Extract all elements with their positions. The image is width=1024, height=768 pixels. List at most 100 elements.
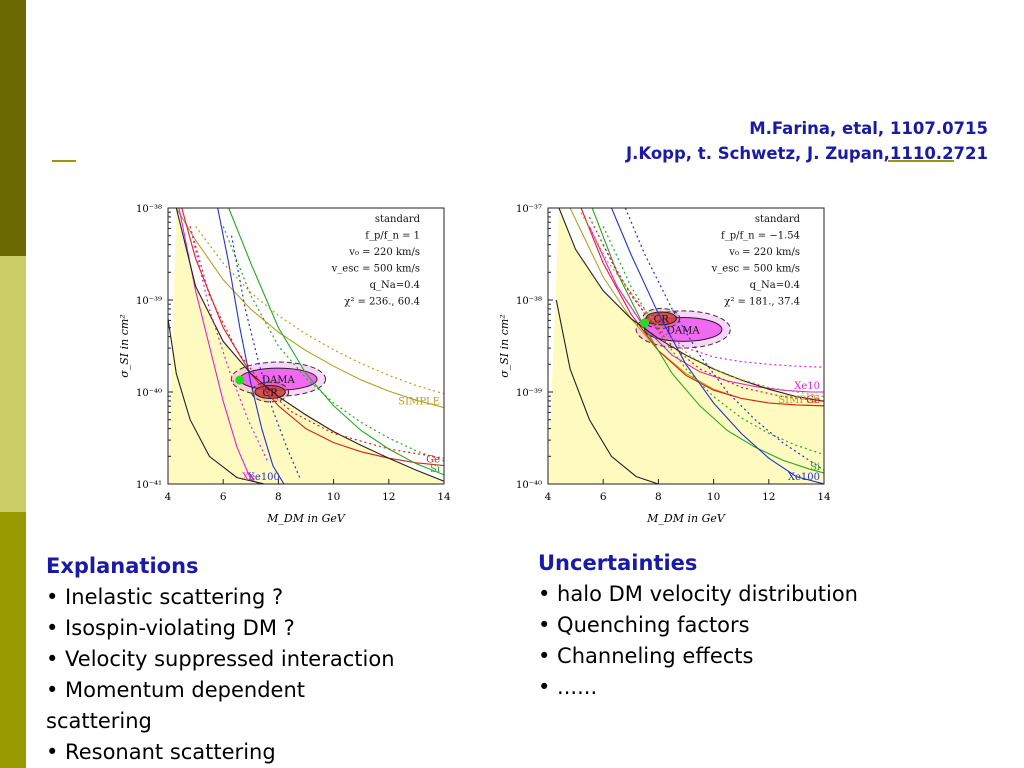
series-11-dashed-curve bbox=[580, 212, 824, 398]
plot-frame bbox=[167, 207, 445, 485]
curve-label-ge: Ge bbox=[426, 455, 440, 466]
title-decoration-right bbox=[888, 160, 954, 162]
reference-2: J.Kopp, t. Schwetz, J. Zupan,1110.2721 bbox=[625, 144, 988, 163]
series-6-curve bbox=[175, 208, 444, 482]
x-tick-label: 10 bbox=[327, 491, 340, 503]
x-tick-label: 12 bbox=[762, 491, 775, 503]
series-8-dashed-curve bbox=[222, 226, 444, 462]
si-curve bbox=[591, 208, 824, 474]
title-decoration-left bbox=[52, 160, 76, 162]
series-9-dashed-curve bbox=[624, 208, 824, 471]
x-tick-label: 6 bbox=[600, 491, 607, 503]
best-fit-point bbox=[235, 375, 245, 385]
x-axis-label: M_DM in GeV bbox=[266, 512, 346, 525]
series-8-dashed-curve bbox=[602, 226, 824, 456]
series-11-dashed-curve bbox=[189, 226, 268, 462]
annotation-line: standard bbox=[375, 214, 421, 225]
references: M.Farina, etal, 1107.0715 J.Kopp, t. Sch… bbox=[626, 116, 988, 166]
x-tick-label: 6 bbox=[220, 491, 227, 503]
curve-label-ge: Ge bbox=[806, 395, 820, 406]
explanation-item: • Momentum dependent bbox=[46, 678, 305, 702]
series-5-curve bbox=[555, 299, 659, 484]
uncertainty-item: • halo DM velocity distribution bbox=[538, 582, 858, 606]
series-9-dashed-curve bbox=[189, 226, 444, 459]
best-fit-point bbox=[640, 318, 650, 328]
xe-curve bbox=[178, 208, 260, 484]
xe10-curve bbox=[588, 226, 824, 393]
xe100-curve bbox=[217, 208, 285, 484]
explanations-block: Explanations • Inelastic scattering ? • … bbox=[46, 551, 516, 768]
explanation-item: • Velocity suppressed interaction bbox=[46, 647, 395, 671]
annotation-line: f_p/f_n = −1.54 bbox=[721, 231, 800, 242]
curve-label-xe100: Xe100 bbox=[248, 472, 280, 483]
plot-frame bbox=[547, 207, 825, 485]
x-tick-label: 4 bbox=[545, 491, 552, 503]
uncertainties-heading: Uncertainties bbox=[538, 551, 698, 575]
y-tick-label: 10⁻³⁹ bbox=[516, 388, 542, 399]
allowed-region-band bbox=[168, 208, 444, 484]
sidebar-stripe-dark bbox=[0, 0, 26, 256]
explanation-item: • Isospin-violating DM ? bbox=[46, 616, 295, 640]
exclusion-plot-svg: DAMA CR 4 6 8 10 12 14 10⁻⁴¹ 10⁻⁴⁰ 10⁻³⁹ 10⁻³⁸ M_DM … bbox=[118, 204, 451, 525]
exclusion-plot-isospin-violating: DAMA CR 4 6 8 10 12 14 10⁻⁴⁰ 10⁻³⁹ 10⁻³⁸ 10⁻³⁷ M_DM … bbox=[480, 196, 840, 536]
series-10-dashed-curve bbox=[588, 216, 824, 402]
si-curve bbox=[228, 208, 444, 476]
annotation-line: χ² = 236., 60.4 bbox=[344, 297, 420, 308]
y-tick-label: 10⁻⁴¹ bbox=[136, 480, 162, 491]
curve-label-simple: SIMPLE bbox=[398, 397, 440, 408]
dama-label: DAMA bbox=[262, 375, 295, 386]
x-tick-label: 4 bbox=[165, 491, 172, 503]
annotation-line: χ² = 181., 37.4 bbox=[724, 297, 800, 308]
uncertainty-item: • Channeling effects bbox=[538, 644, 754, 668]
curve-label-si: Si bbox=[810, 462, 820, 473]
x-tick-label: 10 bbox=[707, 491, 720, 503]
x-tick-label: 14 bbox=[437, 491, 451, 503]
dama-label: DAMA bbox=[667, 325, 700, 336]
annotation-line: v₀ = 220 km/s bbox=[728, 247, 800, 258]
sidebar-stripe-light bbox=[0, 256, 26, 512]
cr-label: CR bbox=[263, 388, 279, 399]
uncertainties-block: Uncertainties • halo DM velocity distrib… bbox=[538, 548, 988, 703]
exclusion-plot-isospin-conserving: DAMA CR 4 6 8 10 12 14 10⁻⁴¹ 10⁻⁴⁰ 10⁻³⁹ 10⁻³⁸ M_DM … bbox=[100, 196, 460, 536]
curve-label-xe10: Xe10 bbox=[794, 381, 820, 392]
explanation-item: • Resonant scattering bbox=[46, 740, 276, 764]
x-tick-label: 12 bbox=[382, 491, 395, 503]
sidebar-stripe-mid bbox=[0, 512, 26, 768]
y-axis-label: σ_SI in cm² bbox=[498, 314, 511, 378]
annotation-line: v_esc = 500 km/s bbox=[331, 264, 420, 275]
plot-content: DAMA CR bbox=[168, 208, 444, 484]
uncertainty-item: • ...... bbox=[538, 675, 598, 699]
x-tick-label: 8 bbox=[655, 491, 662, 503]
y-tick-label: 10⁻⁴⁰ bbox=[136, 388, 162, 399]
curve-label-xe: Xe bbox=[242, 472, 255, 483]
series-10-dashed-curve bbox=[230, 235, 302, 480]
series-7-dashed-curve bbox=[195, 226, 444, 395]
curve-label-xe100: Xe100 bbox=[788, 472, 820, 483]
explanations-heading: Explanations bbox=[46, 554, 199, 578]
reference-1: M.Farina, etal, 1107.0715 bbox=[749, 119, 988, 138]
explanation-item: scattering bbox=[46, 709, 152, 733]
x-tick-label: 8 bbox=[275, 491, 282, 503]
annotation-line: f_p/f_n = 1 bbox=[365, 231, 420, 242]
annotation-line: q_Na=0.4 bbox=[370, 280, 420, 291]
y-tick-label: 10⁻⁴⁰ bbox=[516, 480, 542, 491]
y-axis-label: σ_SI in cm² bbox=[118, 314, 131, 378]
annotation-line: v₀ = 220 km/s bbox=[348, 247, 420, 258]
annotation-line: standard bbox=[755, 214, 801, 225]
x-axis-label: M_DM in GeV bbox=[646, 512, 726, 525]
uncertainty-item: • Quenching factors bbox=[538, 613, 750, 637]
allowed-region-band bbox=[548, 208, 824, 484]
curve-label-simple: SIMPLE bbox=[778, 395, 820, 406]
annotation-line: v_esc = 500 km/s bbox=[711, 264, 800, 275]
xe100-curve bbox=[610, 208, 824, 484]
x-tick-label: 14 bbox=[817, 491, 831, 503]
curve-label-si: Si bbox=[430, 464, 440, 475]
annotation-line: q_Na=0.4 bbox=[750, 280, 800, 291]
series-6-curve bbox=[558, 208, 824, 402]
series-5-curve bbox=[168, 318, 265, 484]
simple-curve bbox=[175, 208, 444, 409]
y-tick-label: 10⁻³⁹ bbox=[136, 296, 162, 307]
y-tick-label: 10⁻³⁸ bbox=[516, 296, 542, 307]
y-tick-label: 10⁻³⁷ bbox=[516, 204, 542, 215]
